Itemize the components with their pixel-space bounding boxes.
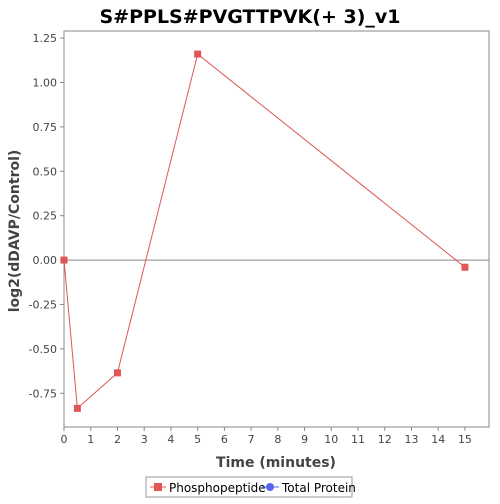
legend: Phosphopeptide Total Protein	[145, 476, 356, 498]
plot-area	[63, 30, 490, 428]
y-tick-label: -0.50	[29, 343, 57, 356]
x-tick-label: 14	[431, 433, 445, 446]
x-tick-label: 8	[274, 433, 281, 446]
data-point-phosphopeptide	[113, 369, 121, 377]
legend-marker-total-protein	[266, 483, 274, 491]
x-tick-label: 3	[141, 433, 148, 446]
x-tick-label: 1	[87, 433, 94, 446]
y-tick-label: 0.25	[33, 210, 58, 223]
chart-title: S#PPLS#PVGTTPVK(+ 3)_v1	[100, 6, 401, 28]
x-tick-label: 0	[61, 433, 68, 446]
x-tick-label: 11	[351, 433, 365, 446]
legend-label-total-protein: Total Protein	[281, 481, 356, 495]
x-axis: 0 1 2 3 4 5 6 7 8 9 10 11 12 13 14 15	[61, 427, 472, 446]
x-tick-label: 12	[378, 433, 392, 446]
data-point-phosphopeptide	[60, 256, 68, 264]
x-tick-label: 5	[194, 433, 201, 446]
y-tick-label: 0.75	[33, 121, 58, 134]
y-tick-label: -0.25	[29, 298, 57, 311]
series-group	[60, 50, 469, 412]
x-tick-label: 9	[301, 433, 308, 446]
legend-marker-phosphopeptide	[154, 483, 162, 491]
y-tick-label: 1.25	[33, 32, 58, 45]
y-axis: 1.25 1.00 0.75 0.50 0.25 0.00 -0.25 -0.50 -0.75	[29, 32, 64, 400]
x-tick-label: 2	[114, 433, 121, 446]
legend-item-phosphopeptide: Phosphopeptide	[150, 481, 266, 495]
y-tick-label: 0.00	[33, 254, 58, 267]
x-tick-label: 10	[324, 433, 338, 446]
y-tick-label: 0.50	[33, 165, 58, 178]
x-axis-label: Time (minutes)	[216, 455, 336, 471]
legend-label-phosphopeptide: Phosphopeptide	[169, 481, 266, 495]
y-axis-label: log2(dDAVP/Control)	[7, 150, 23, 313]
x-tick-label: 6	[221, 433, 228, 446]
data-point-phosphopeptide	[194, 50, 202, 58]
x-tick-label: 4	[167, 433, 174, 446]
data-point-phosphopeptide	[461, 263, 469, 271]
y-tick-label: -0.75	[29, 387, 57, 400]
x-tick-label: 13	[404, 433, 418, 446]
x-tick-label: 7	[248, 433, 255, 446]
legend-item-total-protein: Total Protein	[262, 481, 356, 495]
data-point-phosphopeptide	[73, 404, 81, 412]
legend-box	[145, 476, 353, 498]
y-tick-label: 1.00	[33, 76, 58, 89]
x-tick-label: 15	[458, 433, 472, 446]
